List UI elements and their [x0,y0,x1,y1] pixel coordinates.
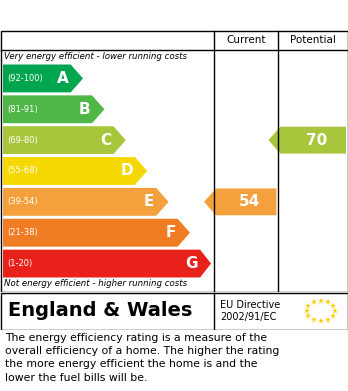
Polygon shape [3,65,83,92]
Text: C: C [100,133,111,148]
Text: (1-20): (1-20) [7,259,32,268]
Text: Current: Current [227,35,266,45]
Text: A: A [57,71,69,86]
Text: (92-100): (92-100) [7,74,43,83]
Text: (39-54): (39-54) [7,197,38,206]
Text: G: G [185,256,198,271]
Polygon shape [3,188,168,216]
Polygon shape [3,157,147,185]
Text: E: E [144,194,154,209]
Polygon shape [3,126,126,154]
Text: (69-80): (69-80) [7,136,38,145]
Text: Potential: Potential [290,35,336,45]
Text: Very energy efficient - lower running costs: Very energy efficient - lower running co… [4,52,187,61]
Polygon shape [268,127,346,154]
Text: B: B [78,102,90,117]
Text: 54: 54 [239,194,260,209]
Text: (55-68): (55-68) [7,167,38,176]
Text: (21-38): (21-38) [7,228,38,237]
Text: (81-91): (81-91) [7,105,38,114]
Text: The energy efficiency rating is a measure of the
overall efficiency of a home. T: The energy efficiency rating is a measur… [5,333,279,383]
Text: 70: 70 [306,133,327,148]
Text: F: F [165,225,176,240]
Text: England & Wales: England & Wales [8,301,192,321]
Text: D: D [120,163,133,179]
Polygon shape [204,188,276,215]
Text: Energy Efficiency Rating: Energy Efficiency Rating [8,7,218,23]
Polygon shape [3,219,190,247]
Polygon shape [3,249,211,278]
Polygon shape [3,95,104,123]
Text: Not energy efficient - higher running costs: Not energy efficient - higher running co… [4,279,187,288]
Text: EU Directive
2002/91/EC: EU Directive 2002/91/EC [220,300,280,322]
